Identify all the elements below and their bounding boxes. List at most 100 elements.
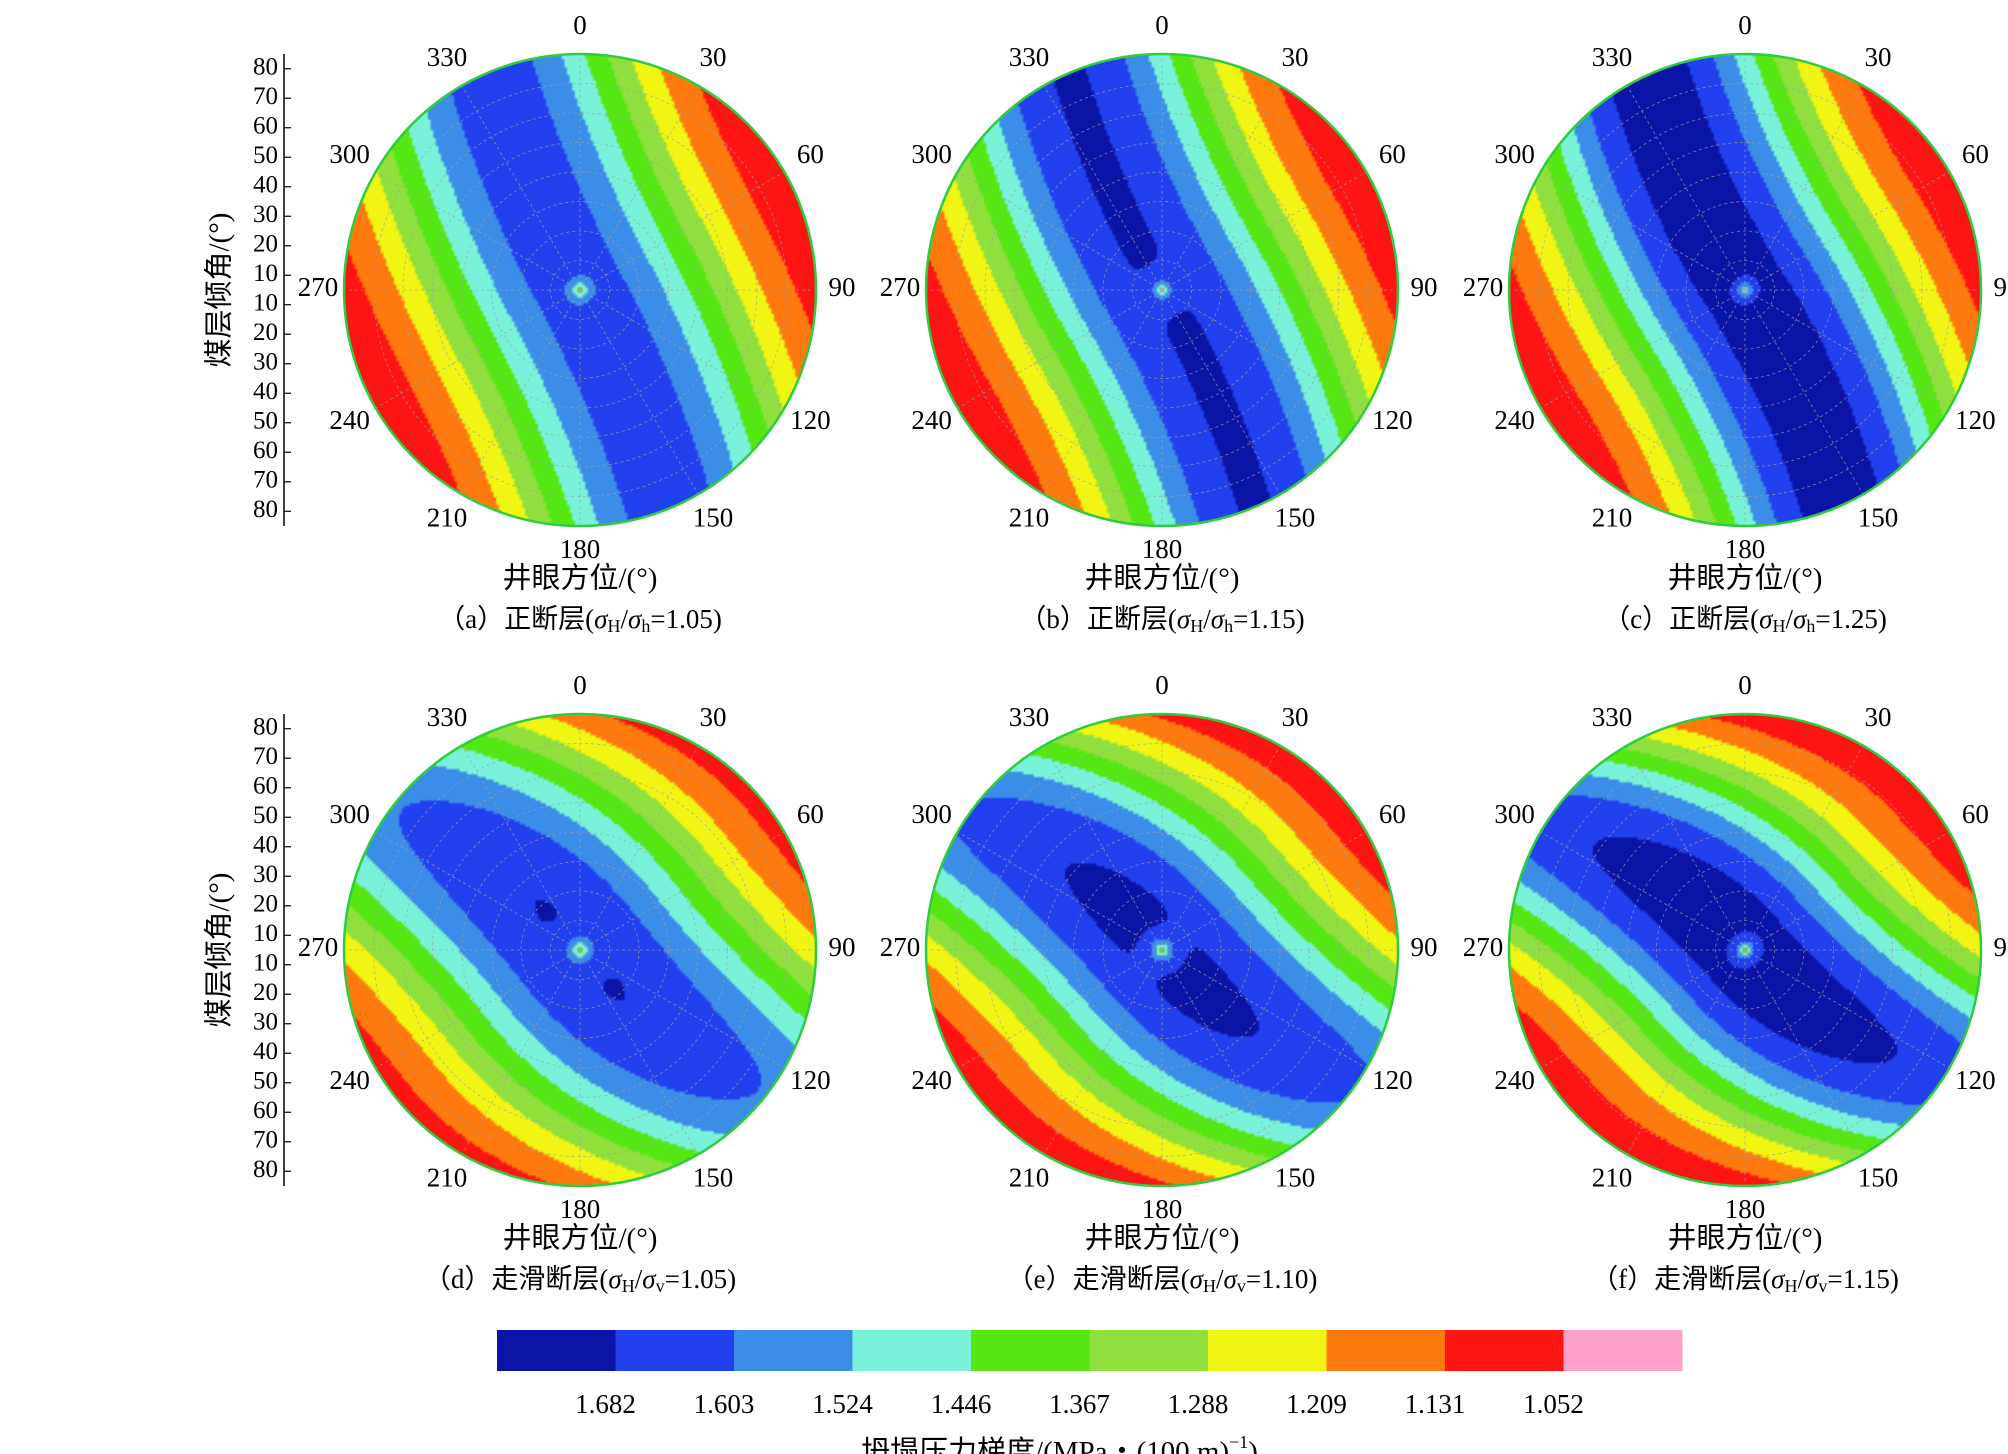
dip-tick-label: 80: [253, 713, 278, 740]
caption-part: σ: [628, 604, 643, 634]
polar-grid: [344, 54, 816, 526]
angle-tick-label: 90: [1411, 932, 1438, 962]
grid-ring: [1132, 260, 1192, 320]
grid-ring: [1073, 201, 1251, 379]
angle-tick-label: 180: [1725, 1194, 1766, 1224]
colorbar-tick-label: 1.288: [1168, 1389, 1229, 1419]
polar-rim: [1507, 712, 1983, 1188]
angle-tick-label: 150: [1858, 503, 1899, 533]
angle-tick-label: 30: [1282, 42, 1309, 72]
colorbar-swatch: [497, 1330, 616, 1371]
angle-tick-label: 120: [1955, 1065, 1996, 1095]
angle-tick-label: 0: [1738, 670, 1752, 700]
dip-tick-label: 30: [253, 1008, 278, 1035]
angle-tick-label: 120: [1372, 405, 1413, 435]
colorbar-tick-label: 1.682: [575, 1389, 636, 1419]
angle-tick-label: 90: [829, 272, 856, 302]
caption-part: （f）走滑断层(: [1591, 1264, 1771, 1294]
dip-tick-label: 50: [253, 142, 278, 169]
angle-tick-label: 30: [1865, 702, 1892, 732]
angle-tick-label: 270: [1463, 932, 1504, 962]
colorbar-tick-label: 1.603: [694, 1389, 755, 1419]
dip-tick-label: 80: [253, 1156, 278, 1183]
dip-tick-label: 20: [253, 319, 278, 346]
polar-grid: [1509, 54, 1981, 526]
angle-tick-label: 150: [693, 1163, 734, 1193]
grid-ring: [550, 260, 610, 320]
caption-part: =1.10): [1246, 1264, 1317, 1294]
angle-tick-label: 60: [1379, 799, 1406, 829]
dip-tick-label: 10: [253, 260, 278, 287]
dip-tick-label: 10: [253, 289, 278, 316]
dip-tick-label: 30: [253, 348, 278, 375]
grid-ring: [1597, 802, 1893, 1098]
colorbar-title-close: ): [1248, 1436, 1258, 1454]
caption-part: σ: [1177, 604, 1192, 634]
angle-tick-label: 60: [1962, 799, 1989, 829]
caption-part: v: [656, 1276, 665, 1296]
caption-part: σ: [594, 604, 609, 634]
dip-tick-label: 40: [253, 1038, 278, 1065]
angle-tick-label: 210: [1592, 503, 1633, 533]
caption-part: H: [1785, 1276, 1798, 1296]
angle-tick-label: 300: [911, 139, 952, 169]
dip-tick-label: 60: [253, 437, 278, 464]
angle-tick-label: 150: [1275, 1163, 1316, 1193]
polar-rim: [1507, 52, 1983, 528]
angle-tick-label: 210: [1592, 1163, 1633, 1193]
dip-axis-label: 煤层倾角/(°): [203, 213, 236, 368]
grid-ring: [1102, 230, 1222, 350]
angle-tick-label: 300: [1494, 799, 1535, 829]
angle-tick-label: 90: [829, 932, 856, 962]
angle-tick-label: 330: [427, 42, 468, 72]
angle-tick-label: 270: [298, 272, 339, 302]
polar-panel: 0 30 60 90 120 150 180 210 240 270 300 330 井眼方位/(°) （…: [1463, 670, 2008, 1296]
grid-ring: [1043, 171, 1281, 409]
grid-ring: [1685, 230, 1805, 350]
colorbar-swatch: [1326, 1330, 1446, 1371]
angle-tick-label: 210: [1009, 503, 1050, 533]
angle-tick-label: 120: [1372, 1065, 1413, 1095]
grid-ring: [520, 230, 640, 350]
angle-tick-label: 300: [329, 799, 370, 829]
caption-part: H: [608, 616, 621, 636]
dip-tick-label: 40: [253, 171, 278, 198]
grid-ring: [1685, 890, 1805, 1010]
dip-tick-label: 20: [253, 979, 278, 1006]
angle-tick-label: 180: [560, 1194, 601, 1224]
panel-caption: （e）走滑断层(σH/σv=1.10): [1007, 1264, 1318, 1296]
angle-tick-label: 30: [700, 702, 727, 732]
angle-tick-label: 330: [1592, 42, 1633, 72]
caption-part: σ: [1805, 1264, 1820, 1294]
caption-part: H: [1203, 1276, 1216, 1296]
angle-tick-label: 330: [1009, 42, 1050, 72]
grid-ring: [520, 890, 640, 1010]
caption-part: （d）走滑断层(: [424, 1264, 609, 1294]
grid-ring: [1715, 920, 1775, 980]
polar-grid: [1509, 714, 1981, 1186]
colorbar-title: 坍塌压力梯度/(MPa・(100 m)−1): [861, 1432, 1258, 1454]
colorbar-tick-label: 1.367: [1049, 1389, 1110, 1419]
angle-tick-label: 60: [797, 139, 824, 169]
angle-tick-label: 120: [1955, 405, 1996, 435]
angle-tick-label: 330: [427, 702, 468, 732]
grid-ring: [1132, 920, 1192, 980]
dip-tick-label: 20: [253, 890, 278, 917]
angle-tick-label: 0: [1738, 10, 1752, 40]
angle-tick-label: 240: [911, 1065, 952, 1095]
panel-caption: （c）正断层(σH/σh=1.25): [1603, 604, 1887, 636]
angle-tick-label: 180: [560, 534, 601, 564]
dip-tick-label: 40: [253, 831, 278, 858]
caption-part: =1.05): [650, 604, 721, 634]
azimuth-axis-label: 井眼方位/(°): [1085, 1222, 1240, 1255]
grid-ring: [432, 802, 728, 1098]
angle-tick-label: 150: [1275, 503, 1316, 533]
colorbar-tick-label: 1.524: [812, 1389, 873, 1419]
grid-ring: [1597, 142, 1893, 438]
polar-panel: 0 30 60 90 120 150 180 210 240 270 300 330 井眼方位/(°) （…: [880, 670, 1438, 1296]
polar-panel: 0 30 60 90 120 150 180 210 240 270 300 330 井眼方位/(°) （…: [880, 10, 1438, 636]
angle-tick-label: 240: [329, 1065, 370, 1095]
